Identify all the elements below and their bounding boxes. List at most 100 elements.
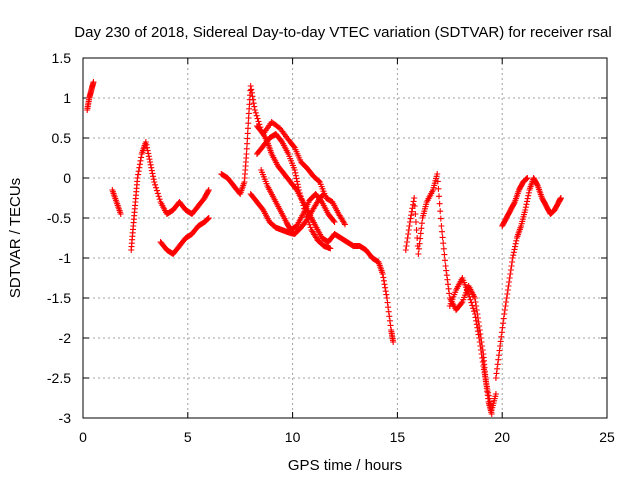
data-point [524,198,531,205]
x-tick-label: 10 [285,429,301,445]
data-point [402,247,409,253]
data-point [153,187,160,194]
data-point [385,304,392,311]
data-point [496,347,503,354]
data-point [254,115,261,122]
data-point [500,315,507,322]
data-point [249,93,256,100]
data-point [507,271,514,277]
data-point [468,299,475,306]
data-point [330,217,337,224]
data-point [512,240,519,247]
y-tick-label: -3 [59,410,72,426]
data-point [511,246,518,253]
data-point [304,216,311,223]
data-point [408,208,415,215]
data-point [205,215,212,222]
data-point [466,293,473,300]
data-point [439,228,446,235]
data-point [474,328,481,335]
data-point [386,313,393,320]
data-point [476,335,483,341]
data-point [303,211,310,218]
data-point [480,363,487,369]
series-track-l [492,175,564,381]
data-point [414,235,421,241]
series-track-k [446,275,499,413]
data-point [471,308,478,315]
data-point [294,181,301,188]
data-point [383,295,390,301]
data-point [495,356,502,363]
y-tick-label: -2 [59,330,72,346]
data-point [303,213,310,220]
chart-title: Day 230 of 2018, Sidereal Day-to-day VTE… [74,24,611,41]
data-point [382,284,389,291]
data-point [442,263,449,269]
data-point [434,171,441,177]
data-point [525,192,532,199]
data-point [485,392,492,399]
data-point [152,181,159,188]
data-point [415,245,422,252]
data-point [135,168,142,175]
data-point [385,308,392,315]
data-point [509,255,516,261]
data-point [291,167,298,173]
data-point [327,245,334,252]
y-tick-label: -0.5 [47,210,71,226]
data-point [148,164,155,171]
data-point [295,184,302,191]
data-point [498,329,505,336]
data-point [149,170,156,177]
data-point [384,299,391,306]
data-point [247,83,254,89]
axis-ticks: 0 5 10 15 20 25 -3 -2.5 -2 -1.5 -1 -0.5 0 0.5 1 1.5 [47,50,615,445]
data-point [250,100,257,107]
data-point [331,219,338,225]
data-point [501,307,508,313]
data-point [415,251,422,257]
data-point [155,193,162,200]
data-point [342,221,348,228]
series-track-d [157,215,212,257]
data-point [508,263,515,269]
data-point [471,295,478,301]
data-point [418,220,425,227]
data-point [445,285,452,292]
y-tick-label: 1.5 [52,50,72,66]
data-point [511,200,518,207]
data-point [435,185,442,192]
data-point [436,200,443,207]
data-point [510,249,517,256]
data-point [492,375,499,381]
data-point [504,287,511,293]
data-point [205,215,212,221]
data-point [244,140,251,147]
data-point [147,159,154,165]
data-point [506,275,513,281]
data-point [146,156,153,163]
data-point [250,96,257,103]
data-point [137,157,144,164]
data-point [473,321,480,328]
data-point [248,89,255,96]
data-point [138,154,145,161]
data-point [417,230,424,237]
data-point [436,193,443,200]
y-tick-label: 0.5 [52,130,72,146]
data-point [294,178,301,185]
data-point [507,267,514,273]
data-point [440,240,447,247]
data-point [205,188,212,195]
data-point [403,243,410,249]
data-point [251,103,258,110]
data-point [117,211,124,217]
data-point [477,347,484,353]
data-point [154,190,161,197]
data-point [406,219,413,225]
data-point [253,112,260,119]
data-point [403,239,410,245]
data-point [244,130,251,137]
data-points [84,79,564,417]
